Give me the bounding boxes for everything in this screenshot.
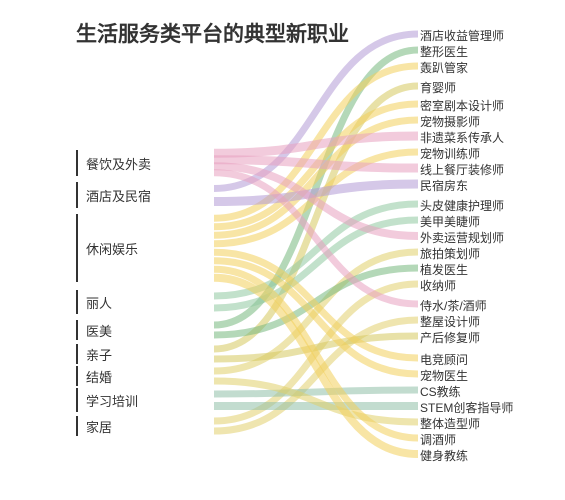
occupation-label: 旅拍策划师 [420,245,480,262]
category-parent: 亲子 [76,344,216,364]
occupation-label: 民宿房东 [420,177,468,194]
category-medaes: 医美 [76,320,216,340]
occupation-label: 健身教练 [420,447,468,464]
category-label: 家居 [86,417,112,436]
occupation-label: 头皮健康护理师 [420,197,504,214]
occupation-label: 整形医生 [420,43,468,60]
category-catering: 餐饮及外卖 [76,150,216,176]
occupation-label: 酒店收益管理师 [420,27,504,44]
occupation-label: 植发医生 [420,261,468,278]
occupation-label: 电竞顾问 [420,351,468,368]
occupation-label: 外卖运营规划师 [420,229,504,246]
occupation-label: CS教练 [420,383,461,400]
occupation-label: 美甲美睫师 [420,213,480,230]
category-label: 丽人 [86,293,112,312]
category-wedding: 结婚 [76,366,216,386]
occupation-label: 非遗菜系传承人 [420,129,504,146]
occupation-label: 整体造型师 [420,415,480,432]
occupation-label: 密室剧本设计师 [420,97,504,114]
category-label: 结婚 [86,367,112,386]
category-label: 休闲娱乐 [86,239,138,258]
category-hotel: 酒店及民宿 [76,182,216,208]
category-home: 家居 [76,416,216,436]
category-beauty: 丽人 [76,290,216,314]
occupation-label: 产后修复师 [420,329,480,346]
occupation-label: 宠物训练师 [420,145,480,162]
occupation-label: 调酒师 [420,431,456,448]
category-label: 学习培训 [86,391,138,410]
occupation-label: 收纳师 [420,277,456,294]
occupation-label: STEM创客指导师 [420,399,513,416]
category-label: 餐饮及外卖 [86,154,151,173]
occupation-label: 整屋设计师 [420,313,480,330]
flow-training-r21 [214,390,418,394]
category-label: 亲子 [86,345,112,364]
category-training: 学习培训 [76,388,216,412]
occupation-label: 轰趴管家 [420,59,468,76]
category-label: 医美 [86,321,112,340]
occupation-label: 侍水/茶/酒师 [420,297,487,314]
occupation-label: 宠物医生 [420,367,468,384]
occupation-label: 育婴师 [420,79,456,96]
occupation-label: 宠物摄影师 [420,113,480,130]
category-leisure: 休闲娱乐 [76,214,216,282]
occupation-label: 线上餐厅装修师 [420,161,504,178]
category-label: 酒店及民宿 [86,186,151,205]
